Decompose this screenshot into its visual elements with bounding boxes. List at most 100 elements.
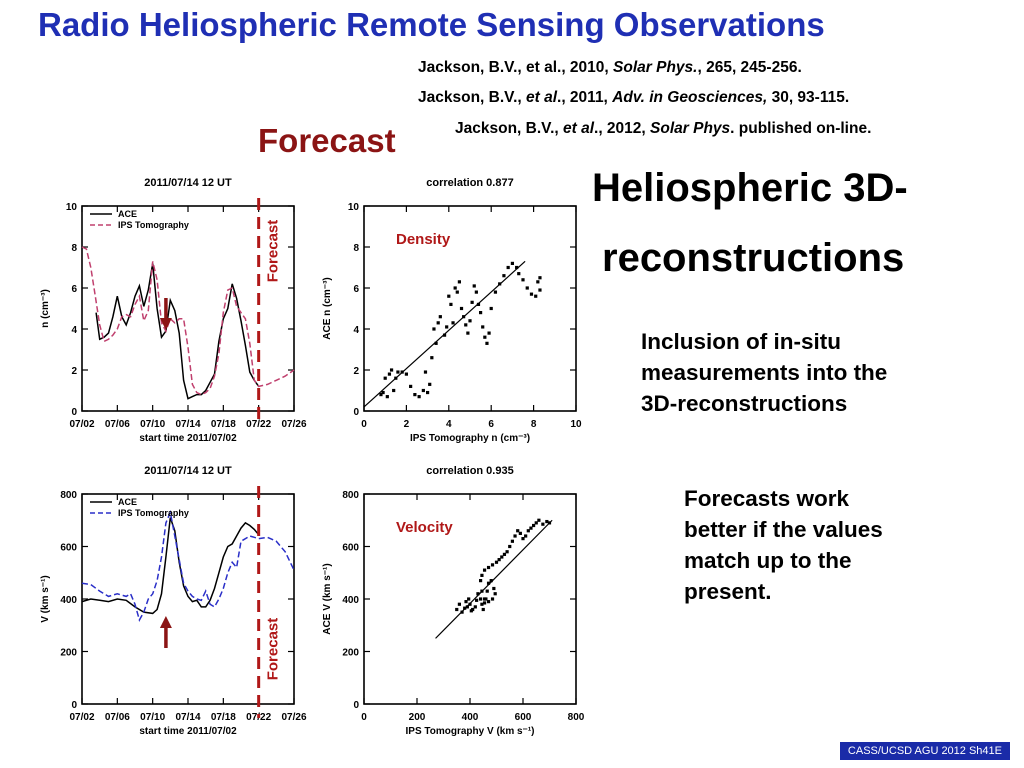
panel-label: Velocity (396, 519, 453, 536)
scatter-point (479, 579, 483, 583)
plot-frame (81, 493, 295, 705)
x-tick-label: 400 (462, 712, 479, 723)
x-tick-label: 2 (404, 419, 410, 430)
scatter-point (482, 568, 487, 572)
x-tick-label: 07/10 (140, 712, 165, 723)
scatter-point (472, 284, 476, 288)
text-line: better if the values (684, 517, 883, 542)
scatter-point (525, 286, 529, 290)
scatter-point (482, 601, 487, 605)
scatter-point (510, 539, 514, 543)
ref1-journal: Solar Phys. (613, 59, 698, 76)
scatter-point (515, 265, 519, 270)
scatter-point (502, 552, 507, 556)
scatter-point (475, 598, 479, 602)
x-tick-label: 10 (570, 419, 582, 430)
scatter-point (521, 537, 525, 541)
scatter-point (447, 294, 451, 298)
chart-title: 2011/07/14 12 UT (144, 177, 232, 189)
legend-label: IPS Tomography (118, 220, 189, 230)
scatter-point (473, 605, 477, 609)
y-tick-label: 6 (71, 284, 77, 295)
series-line-ips (81, 246, 295, 396)
scatter-point (396, 370, 400, 374)
scatter-point (534, 521, 538, 525)
scatter-point (479, 597, 483, 601)
text-line: present. (684, 579, 772, 604)
y-tick-label: 0 (353, 407, 359, 418)
scatter-point (432, 327, 436, 331)
scatter-point (493, 290, 498, 294)
x-axis-label: start time 2011/07/02 (139, 726, 237, 737)
scatter-point (506, 265, 510, 270)
scatter-point (455, 607, 459, 612)
scatter-point (381, 390, 385, 395)
scatter-point (459, 306, 464, 311)
text-line: Inclusion of in-situ (641, 329, 841, 354)
scatter-point (379, 393, 383, 397)
ref3-rest: . published on-line. (730, 120, 872, 137)
ref2-etal: et al (526, 89, 558, 106)
fit-line (435, 519, 553, 639)
scatter-point (480, 573, 484, 577)
x-tick-label: 800 (568, 712, 585, 723)
y-axis-label: n (cm⁻³) (40, 289, 51, 328)
y-tick-label: 10 (66, 202, 78, 213)
y-tick-label: 400 (60, 595, 77, 606)
scatter-point (471, 607, 475, 612)
y-tick-label: 4 (71, 325, 77, 336)
y-tick-label: 800 (60, 490, 77, 501)
y-tick-label: 6 (353, 284, 359, 295)
text-line: match up to the (684, 548, 852, 573)
scatter-point (516, 529, 520, 533)
scatter-point (409, 384, 413, 388)
heading-line-1: Heliospheric 3D- (592, 166, 908, 210)
scatter-point (434, 341, 438, 345)
plot-frame (363, 205, 577, 412)
ref2-journal: Adv. in Geosciences, (612, 89, 768, 106)
reference-3: Jackson, B.V., et al., 2012, Solar Phys.… (455, 120, 871, 138)
x-tick-label: 07/18 (211, 712, 236, 723)
scatter-point (508, 544, 512, 549)
scatter-point (438, 315, 442, 319)
forecast-label: Forecast (265, 618, 282, 681)
scatter-point (480, 589, 484, 593)
text-line: measurements into the (641, 360, 888, 385)
x-tick-label: 200 (409, 712, 426, 723)
y-tick-label: 10 (348, 202, 360, 213)
scatter-point (481, 607, 485, 612)
scatter-point (466, 331, 470, 335)
ref3-year: ., 2012, (594, 120, 651, 137)
x-tick-label: 07/26 (281, 419, 306, 430)
y-tick-label: 0 (71, 700, 77, 711)
legend-label: ACE (118, 497, 137, 507)
scatter-point (547, 521, 552, 525)
scatter-point (494, 560, 499, 564)
scatter-point (423, 370, 428, 374)
scatter-point (455, 290, 459, 294)
scatter-point (537, 518, 541, 522)
arrow-head (159, 616, 172, 628)
slide-title: Radio Heliospheric Remote Sensing Observ… (38, 6, 825, 43)
scatter-point (464, 323, 468, 327)
scatter-point (436, 321, 440, 325)
text-block-forecasts: Forecasts work better if the values matc… (684, 483, 883, 607)
scatter-point (497, 558, 501, 562)
y-tick-label: 600 (342, 543, 359, 554)
x-tick-label: 07/18 (211, 419, 236, 430)
scatter-point (383, 376, 387, 380)
scatter-point (470, 300, 474, 304)
y-tick-label: 600 (60, 543, 77, 554)
scatter-point (487, 331, 491, 335)
scatter-point (392, 388, 396, 393)
scatter-point (476, 592, 480, 596)
x-axis-label: IPS Tomography V (km s⁻¹) (406, 726, 535, 737)
plot-frame (81, 205, 295, 412)
scatter-point (532, 523, 536, 528)
scatter-point (486, 581, 491, 585)
y-tick-label: 4 (353, 325, 359, 336)
scatter-point (489, 306, 493, 311)
x-tick-label: 8 (531, 419, 537, 430)
text-line: 3D-reconstructions (641, 391, 848, 416)
scatter-point (485, 341, 489, 345)
